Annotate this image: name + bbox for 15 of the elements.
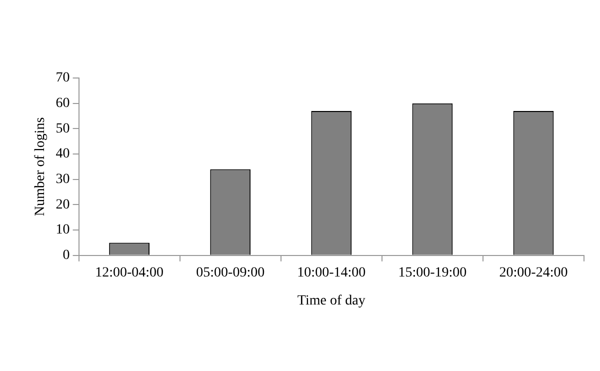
y-tick-label: 40 [56,146,70,162]
x-tick-label: 12:00-04:00 [95,265,164,280]
x-tick-label: 20:00-24:00 [499,265,568,280]
y-tick-label: 30 [56,172,70,188]
y-tick-label: 0 [62,248,70,264]
y-tick-label: 70 [56,70,70,86]
x-tick-label: 05:00-09:00 [196,265,265,280]
x-axis-title: Time of day [297,293,366,308]
y-tick-label: 10 [56,222,70,238]
y-tick-label: 60 [56,96,70,112]
y-tick-label: 20 [56,197,70,212]
y-tick-label: 50 [56,121,70,136]
x-tick-label: 10:00-14:00 [297,265,366,280]
x-tick-label: 15:00-19:00 [398,265,467,280]
y-axis-title: Number of logins [33,117,48,216]
